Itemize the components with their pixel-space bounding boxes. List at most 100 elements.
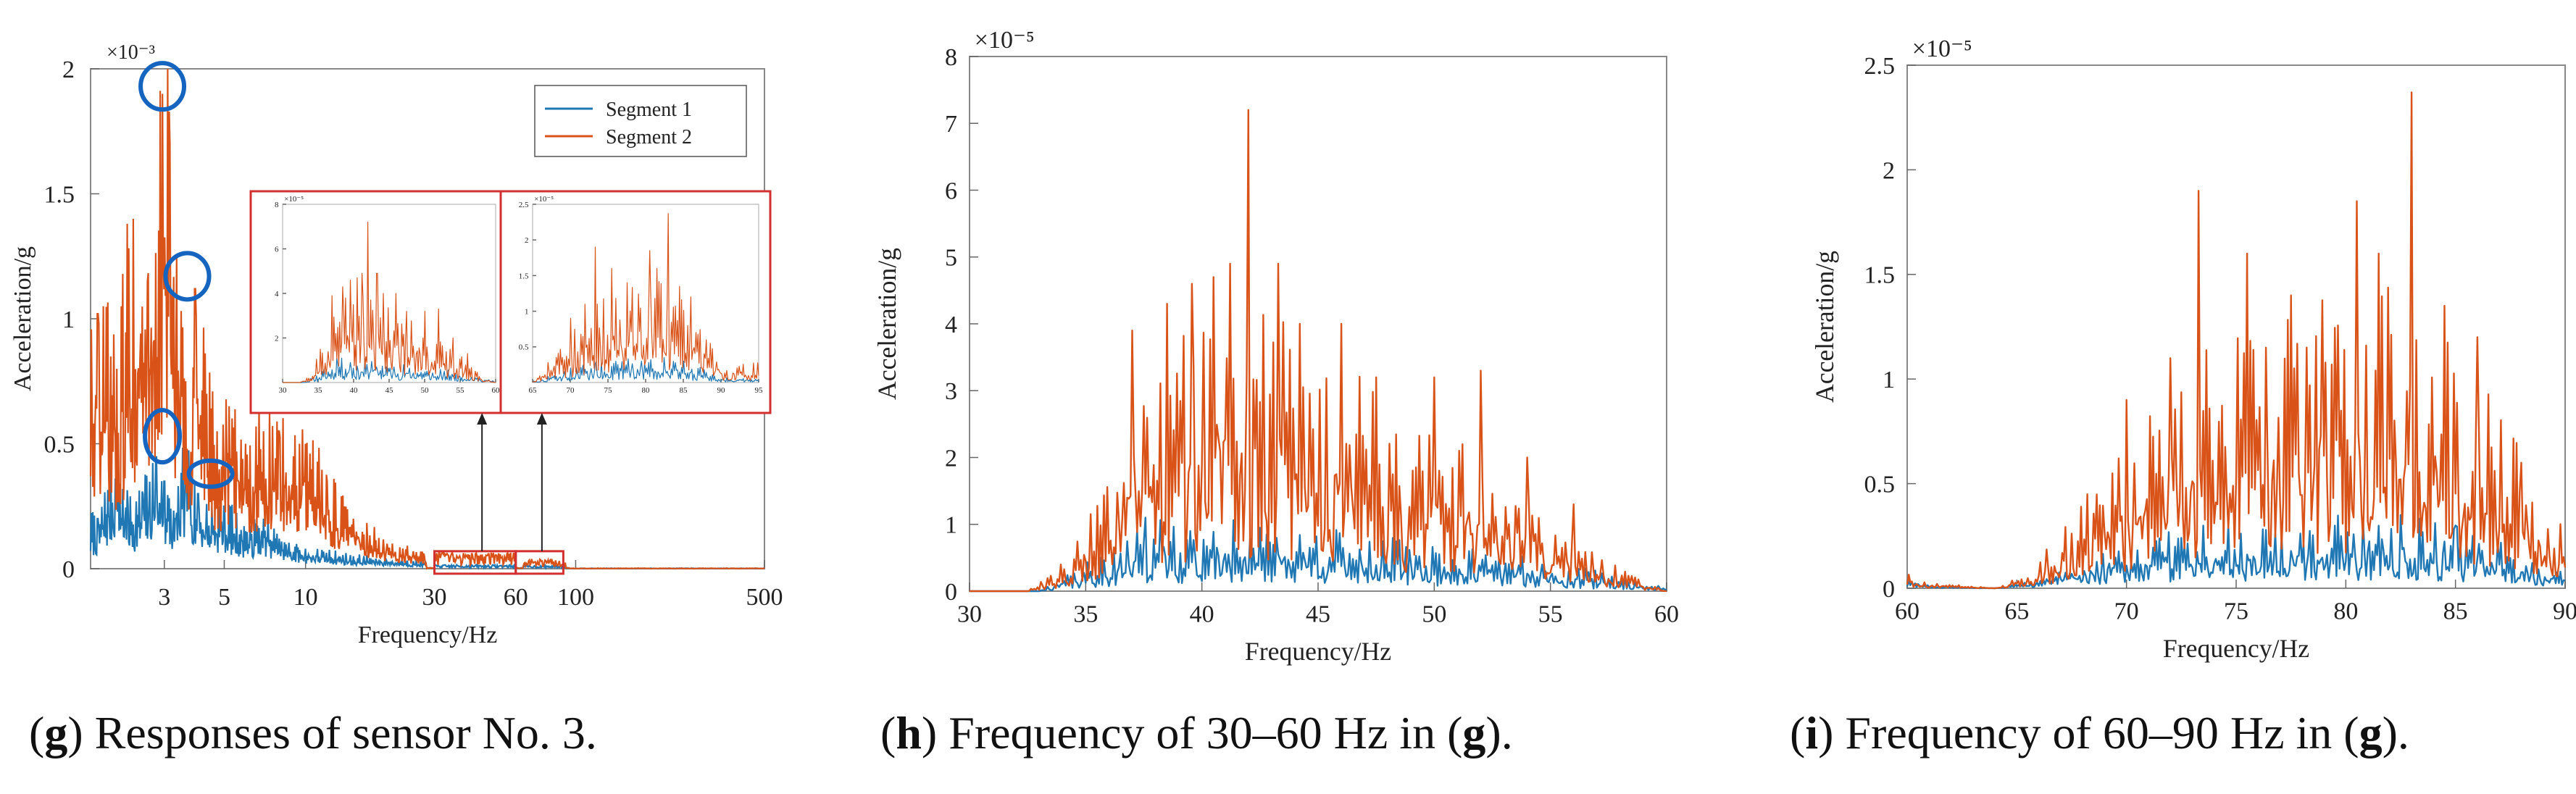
- inset-chart-1: 30 35 40 45 50 55 60 2 4 6 8 ×10⁻⁵: [275, 195, 500, 395]
- caption-h: (h) Frequency of 30–60 Hz in (g).: [880, 707, 1513, 759]
- y-tick-label: 8: [275, 201, 279, 209]
- highlight-box-2: [514, 550, 564, 575]
- x-tick-label: 95: [755, 386, 764, 395]
- arrow-head-2: [536, 413, 547, 425]
- series-line-2: [1906, 91, 2567, 590]
- x-tick-label: 100: [557, 584, 594, 611]
- x-tick-label: 85: [2443, 598, 2468, 625]
- x-tick-label: 90: [2553, 598, 2576, 625]
- series-line-2: [970, 109, 1667, 593]
- y-tick-label: 8: [945, 44, 957, 71]
- y-tick-label: 1.5: [519, 272, 529, 280]
- y-tick-label: 3: [945, 378, 957, 405]
- y-tick-label: 5: [945, 245, 957, 272]
- chart-g: 3 5 10 30 60 100 500 0 0.5 1 1.5 2 ×10⁻³ Frequency/Hz…: [9, 41, 783, 648]
- arrow-head-1: [477, 413, 488, 425]
- series-line-1: [532, 357, 759, 383]
- y-tick-label: 4: [275, 290, 279, 298]
- y-tick-label: 2: [275, 334, 279, 343]
- y-tick-label: 1.5: [1864, 262, 1896, 289]
- y-tick-label: 2: [945, 445, 957, 472]
- x-tick-label: 65: [529, 386, 538, 395]
- exponent-label: ×10⁻⁵: [975, 27, 1035, 54]
- y-tick-label: 2: [62, 57, 75, 83]
- x-tick-label: 45: [1306, 601, 1330, 628]
- x-tick-label: 35: [1073, 601, 1098, 628]
- circle-annotation-2: [163, 251, 212, 302]
- x-tick-label: 85: [680, 386, 688, 395]
- x-tick-label: 3: [158, 584, 170, 611]
- series-line-1: [1906, 514, 2566, 590]
- exponent-label: ×10⁻³: [107, 41, 155, 64]
- x-tick-label: 70: [567, 386, 575, 395]
- x-tick-label: 45: [385, 386, 394, 395]
- y-tick-label: 0: [1883, 576, 1895, 603]
- x-tick-label: 55: [1538, 601, 1563, 628]
- x-tick-label: 60: [504, 584, 528, 611]
- circle-annotation-1: [138, 61, 187, 112]
- y-tick-label: 0: [62, 556, 75, 583]
- exponent-label: ×10⁻⁵: [534, 195, 554, 204]
- series-line-2: [532, 213, 759, 383]
- x-axis-label: Frequency/Hz: [2163, 634, 2309, 663]
- y-tick-label: 1.5: [44, 182, 75, 209]
- series-line-1: [970, 517, 1667, 593]
- y-tick-label: 0.5: [44, 432, 75, 459]
- x-tick-label: 35: [314, 386, 323, 395]
- x-tick-label: 40: [350, 386, 359, 395]
- x-tick-label: 10: [293, 584, 318, 611]
- y-tick-label: 2: [1883, 157, 1895, 184]
- x-tick-label: 500: [746, 584, 783, 611]
- y-tick-label: 4: [945, 312, 957, 338]
- y-tick-label: 6: [275, 245, 279, 254]
- y-tick-label: 1: [525, 307, 529, 316]
- series-line-1: [283, 357, 496, 383]
- x-tick-label: 80: [2333, 598, 2358, 625]
- circle-annotation-4: [186, 458, 235, 489]
- series-line-2: [283, 222, 496, 383]
- chart-h: 30 35 40 45 50 55 60012345678×10⁻⁵Frequency/Hz…: [872, 27, 1679, 666]
- x-tick-label: 50: [1422, 601, 1446, 628]
- circle-annotation-3: [143, 408, 183, 465]
- x-tick-label: 30: [279, 386, 288, 395]
- y-tick-label: 2.5: [1864, 53, 1896, 80]
- y-axis-label: Acceleration/g: [872, 248, 901, 400]
- x-tick-label: 40: [1190, 601, 1214, 628]
- x-tick-label: 60: [1895, 598, 1920, 625]
- exponent-label: ×10⁻⁵: [1912, 35, 1972, 62]
- y-tick-label: 2.5: [519, 201, 529, 209]
- x-tick-label: 65: [2004, 598, 2029, 625]
- series-line-2: [89, 68, 765, 570]
- x-axis-label: Frequency/Hz: [358, 622, 498, 648]
- x-tick-label: 90: [717, 386, 726, 395]
- caption-g: (g) Responses of sensor No. 3.: [29, 707, 597, 759]
- y-tick-label: 1: [1883, 367, 1895, 393]
- caption-i: (i) Frequency of 60–90 Hz in (g).: [1790, 707, 2409, 759]
- y-tick-label: 7: [945, 111, 957, 138]
- x-tick-label: 60: [1654, 601, 1679, 628]
- x-tick-label: 75: [604, 386, 613, 395]
- exponent-label: ×10⁻⁵: [284, 195, 304, 204]
- x-tick-label: 70: [2114, 598, 2139, 625]
- y-tick-label: 0: [945, 579, 957, 606]
- x-tick-label: 75: [2224, 598, 2248, 625]
- y-tick-label: 1: [945, 512, 957, 539]
- y-tick-label: 1: [62, 306, 75, 333]
- legend: Segment 1 Segment 2: [534, 85, 747, 157]
- x-tick-label: 55: [457, 386, 465, 395]
- y-tick-label: 0.5: [1864, 472, 1896, 498]
- x-tick-label: 30: [957, 601, 982, 628]
- legend-entry-2: Segment 2: [606, 126, 692, 149]
- y-tick-label: 2: [525, 236, 529, 245]
- x-axis-label: Frequency/Hz: [1245, 637, 1391, 666]
- chart-i: 60 65 70 75 80 85 90 0 0.5 1 1.5 2 2.5 ×10⁻⁵ Frequency…: [1810, 35, 2576, 663]
- y-axis-label: Acceleration/g: [1810, 251, 1839, 403]
- y-tick-label: 6: [945, 177, 957, 204]
- inset-chart-2: 65 70 75 80 85 90 95 0.5 1 1.5 2 2.5 ×10⁻⁵: [519, 195, 763, 395]
- y-axis-label: Acceleration/g: [9, 246, 36, 391]
- legend-frame: [534, 85, 747, 157]
- x-tick-label: 80: [642, 386, 651, 395]
- x-tick-label: 50: [421, 386, 430, 395]
- legend-entry-1: Segment 1: [606, 99, 692, 121]
